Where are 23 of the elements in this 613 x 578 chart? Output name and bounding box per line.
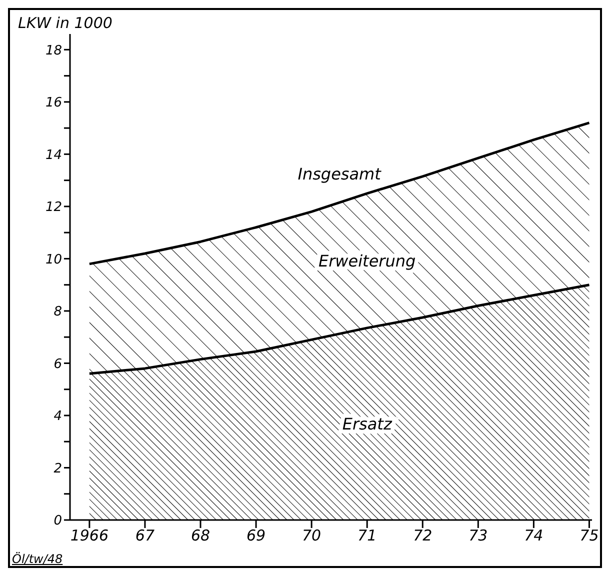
y-tick-label: 4 xyxy=(54,409,62,424)
y-tick-label: 6 xyxy=(54,356,62,372)
x-tick-label: 73 xyxy=(468,526,488,545)
x-tick-label: 71 xyxy=(358,526,377,545)
y-tick-label: 14 xyxy=(45,148,62,163)
y-tick-label: 16 xyxy=(45,96,62,111)
y-tick-label: 2 xyxy=(54,461,62,476)
x-tick-label: 74 xyxy=(524,526,544,545)
x-tick-label: 75 xyxy=(580,526,599,545)
text: Öl/tw/48 xyxy=(12,552,63,566)
y-tick-label: 18 xyxy=(45,43,62,58)
x-tick-label: 67 xyxy=(135,526,155,545)
y-axis-title: LKW in 1000 xyxy=(18,14,112,32)
x-tick-label: 69 xyxy=(246,526,266,545)
y-tick-label: 0 xyxy=(54,514,62,529)
x-tick-label: 70 xyxy=(302,526,322,545)
x-tick-label: 68 xyxy=(190,526,210,545)
x-tick-label: 72 xyxy=(413,526,432,545)
y-tick-label: 10 xyxy=(45,252,62,268)
y-tick-label: 12 xyxy=(45,200,62,216)
annotation: Insgesamt xyxy=(298,164,382,184)
x-tick-label: 1966 xyxy=(70,526,109,545)
y-tick-label: 8 xyxy=(54,304,62,320)
